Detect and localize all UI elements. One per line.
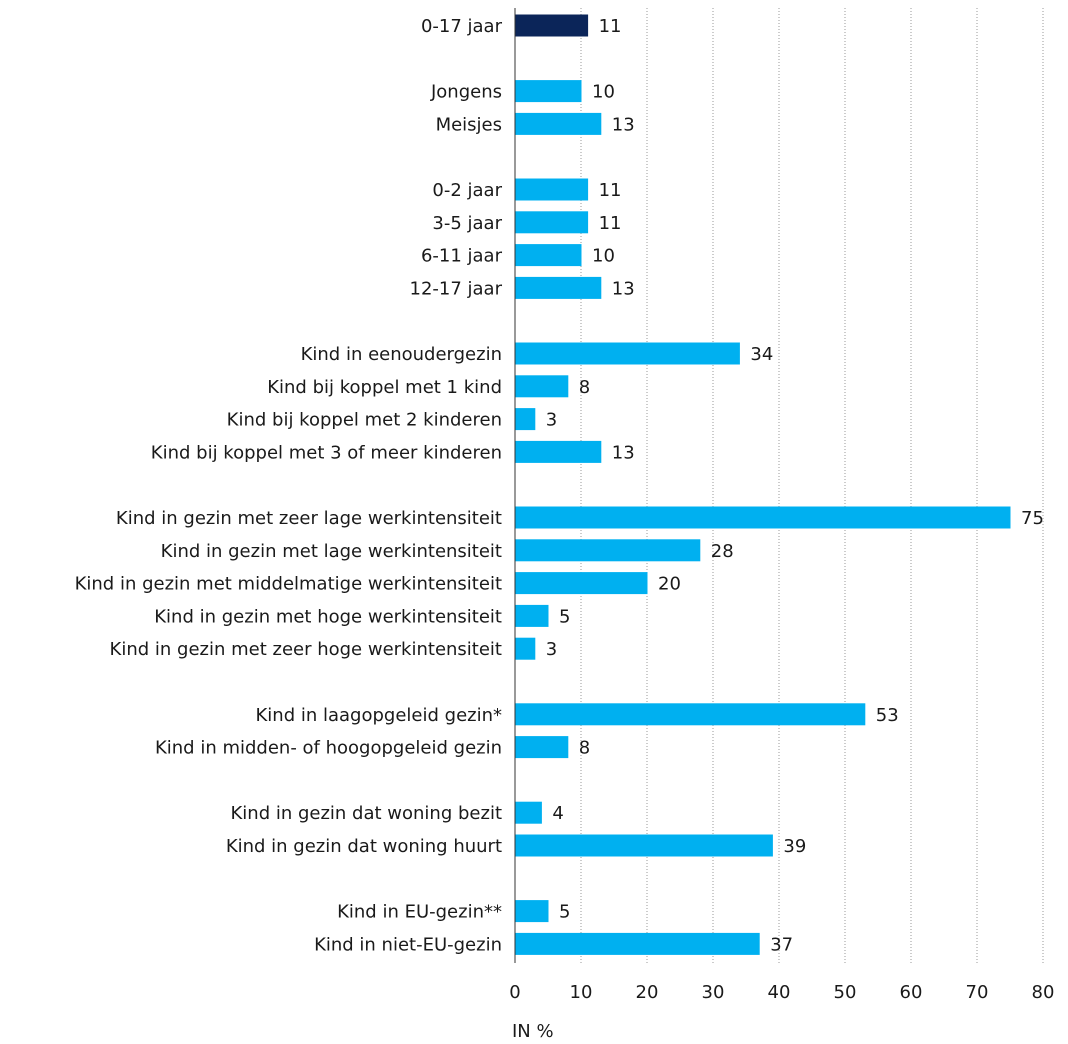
bar-meisjes <box>515 112 602 135</box>
value-label-kind-bij-koppel-met-3-of-meer-kinderen: 13 <box>612 442 635 463</box>
value-label-kind-in-midden-of-hoogopgeleid-gezin: 8 <box>579 738 590 759</box>
value-label-3-5-jaar: 11 <box>599 213 622 234</box>
value-label-kind-in-niet-eu-gezin: 37 <box>770 934 793 955</box>
x-tick-label: 40 <box>768 982 791 1003</box>
category-label-kind-bij-koppel-met-3-of-meer-kinderen: Kind bij koppel met 3 of meer kinderen <box>151 442 502 463</box>
category-label-kind-in-gezin-met-hoge-werkintensiteit: Kind in gezin met hoge werkintensiteit <box>154 606 502 627</box>
bar-3-5-jaar <box>515 211 589 234</box>
category-label-kind-in-gezin-met-zeer-hoge-werkintensiteit: Kind in gezin met zeer hoge werkintensit… <box>110 639 502 660</box>
value-label-12-17-jaar: 13 <box>612 278 635 299</box>
category-label-6-11-jaar: 6-11 jaar <box>421 246 503 267</box>
bar-6-11-jaar <box>515 244 582 267</box>
value-label-kind-in-eu-gezin: 5 <box>559 902 570 923</box>
category-label-kind-in-gezin-met-middelmatige-werkintensiteit: Kind in gezin met middelmatige werkinten… <box>75 574 502 595</box>
bar-0-17-jaar <box>515 14 589 37</box>
category-label-kind-in-laagopgeleid-gezin: Kind in laagopgeleid gezin* <box>256 705 503 726</box>
bar-kind-bij-koppel-met-1-kind <box>515 375 569 398</box>
category-labels: 0-17 jaar Jongens Meisjes 0-2 jaar 3-5 jaar 6… <box>75 16 503 955</box>
x-tick-label: 30 <box>702 982 725 1003</box>
category-label-0-2-jaar: 0-2 jaar <box>432 180 502 201</box>
category-label-kind-in-gezin-met-lage-werkintensiteit: Kind in gezin met lage werkintensiteit <box>161 541 502 562</box>
category-label-3-5-jaar: 3-5 jaar <box>432 213 502 234</box>
value-label-kind-in-laagopgeleid-gezin: 53 <box>876 705 899 726</box>
value-label-kind-bij-koppel-met-2-kinderen: 3 <box>546 410 557 431</box>
category-label-kind-in-gezin-met-zeer-lage-werkintensiteit: Kind in gezin met zeer lage werkintensit… <box>116 508 502 529</box>
value-label-kind-in-gezin-met-hoge-werkintensiteit: 5 <box>559 606 570 627</box>
category-label-kind-in-midden-of-hoogopgeleid-gezin: Kind in midden- of hoogopgeleid gezin <box>155 738 502 759</box>
value-label-0-17-jaar: 11 <box>599 16 622 37</box>
bar-kind-in-gezin-met-zeer-hoge-werkintensiteit <box>515 637 536 660</box>
value-label-kind-in-gezin-met-zeer-hoge-werkintensiteit: 3 <box>546 639 557 660</box>
x-tick-label: 20 <box>636 982 659 1003</box>
bar-kind-in-gezin-met-hoge-werkintensiteit <box>515 604 549 627</box>
x-tick-label: 60 <box>900 982 923 1003</box>
bars <box>515 14 1011 955</box>
value-label-6-11-jaar: 10 <box>592 246 615 267</box>
value-label-0-2-jaar: 11 <box>599 180 622 201</box>
value-label-kind-in-gezin-dat-woning-bezit: 4 <box>552 803 563 824</box>
value-label-jongens: 10 <box>592 82 615 103</box>
x-axis-ticks: 0 10 20 30 40 50 60 70 80 <box>509 982 1054 1003</box>
gridlines <box>580 8 1044 963</box>
bar-0-2-jaar <box>515 178 589 201</box>
bar-kind-in-gezin-dat-woning-huurt <box>515 834 773 857</box>
value-label-kind-bij-koppel-met-1-kind: 8 <box>579 377 590 398</box>
bar-kind-in-gezin-met-lage-werkintensiteit <box>515 539 701 562</box>
category-label-kind-in-niet-eu-gezin: Kind in niet-EU-gezin <box>314 934 502 955</box>
x-axis-label: IN % <box>512 1021 554 1042</box>
category-label-kind-in-gezin-dat-woning-huurt: Kind in gezin dat woning huurt <box>226 836 502 857</box>
bar-kind-in-midden-of-hoogopgeleid-gezin <box>515 736 569 759</box>
bar-kind-in-eu-gezin <box>515 900 549 923</box>
x-tick-label: 10 <box>570 982 593 1003</box>
bar-kind-in-laagopgeleid-gezin <box>515 703 866 726</box>
value-label-kind-in-gezin-met-zeer-lage-werkintensiteit: 75 <box>1021 508 1044 529</box>
category-label-meisjes: Meisjes <box>436 114 502 135</box>
value-label-kind-in-gezin-met-middelmatige-werkintensiteit: 20 <box>658 574 681 595</box>
category-label-kind-bij-koppel-met-1-kind: Kind bij koppel met 1 kind <box>267 377 502 398</box>
x-tick-label: 50 <box>834 982 857 1003</box>
bar-kind-in-gezin-met-zeer-lage-werkintensiteit <box>515 506 1011 529</box>
bar-kind-in-niet-eu-gezin <box>515 932 760 955</box>
category-label-jongens: Jongens <box>430 82 502 103</box>
category-label-kind-in-eenoudergezin: Kind in eenoudergezin <box>301 344 502 365</box>
value-label-kind-in-eenoudergezin: 34 <box>750 344 773 365</box>
x-tick-label: 70 <box>966 982 989 1003</box>
category-label-kind-in-gezin-dat-woning-bezit: Kind in gezin dat woning bezit <box>230 803 502 824</box>
bar-12-17-jaar <box>515 276 602 299</box>
category-label-12-17-jaar: 12-17 jaar <box>410 278 503 299</box>
value-label-kind-in-gezin-dat-woning-huurt: 39 <box>783 836 806 857</box>
bar-kind-in-gezin-dat-woning-bezit <box>515 801 542 824</box>
x-tick-label: 0 <box>509 982 520 1003</box>
category-label-0-17-jaar: 0-17 jaar <box>421 16 503 37</box>
bar-kind-bij-koppel-met-3-of-meer-kinderen <box>515 440 602 463</box>
value-label-meisjes: 13 <box>612 114 635 135</box>
bar-kind-bij-koppel-met-2-kinderen <box>515 408 536 431</box>
category-label-kind-in-eu-gezin: Kind in EU-gezin** <box>337 902 502 923</box>
value-label-kind-in-gezin-met-lage-werkintensiteit: 28 <box>711 541 734 562</box>
bar-jongens <box>515 80 582 103</box>
category-label-kind-bij-koppel-met-2-kinderen: Kind bij koppel met 2 kinderen <box>227 410 502 431</box>
bar-kind-in-gezin-met-middelmatige-werkintensiteit <box>515 572 648 595</box>
bar-kind-in-eenoudergezin <box>515 342 740 365</box>
x-tick-label: 80 <box>1032 982 1055 1003</box>
